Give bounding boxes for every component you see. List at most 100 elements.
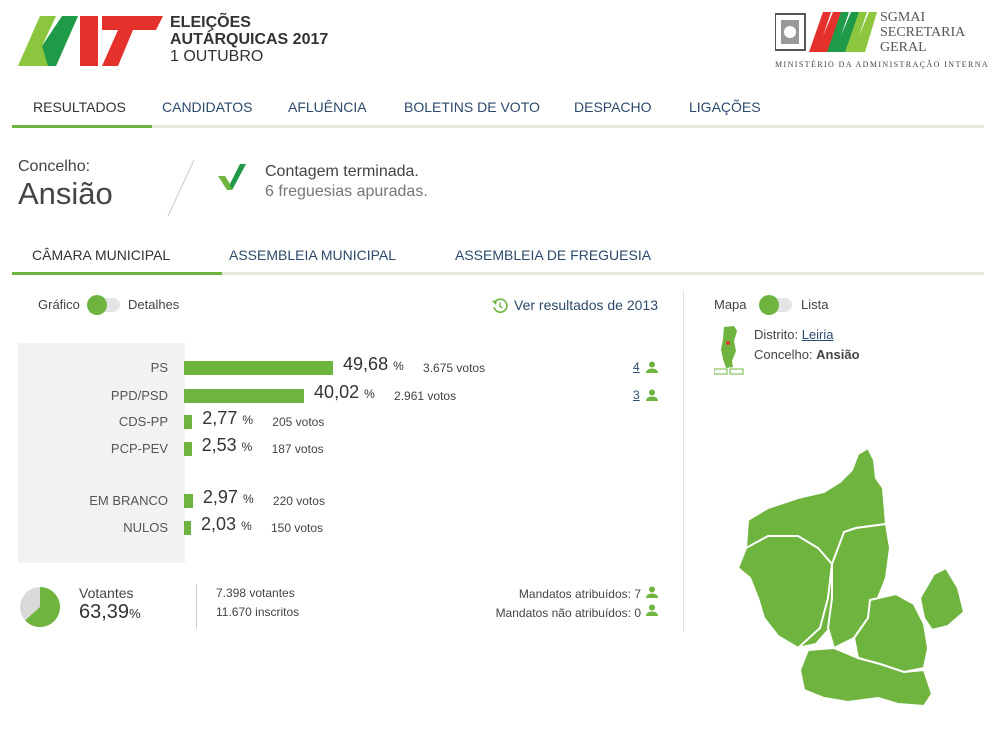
separator-slash xyxy=(167,159,195,217)
percent-unit: % xyxy=(242,413,254,427)
org-line2: SECRETARIA xyxy=(880,25,966,40)
percent-unit: % xyxy=(393,359,404,373)
ministry-name: MINISTÉRIO DA ADMINISTRAÇÃO INTERNA xyxy=(775,60,990,69)
nav-ligacoes[interactable]: LIGAÇÕES xyxy=(689,99,761,115)
result-percent: 2,97 % xyxy=(203,487,254,508)
turnout-value: 63,39% xyxy=(79,601,141,624)
org-line3: GERAL xyxy=(880,40,927,55)
result-percent: 2,77 % xyxy=(202,408,253,429)
person-icon xyxy=(646,586,658,598)
view-toggle[interactable] xyxy=(87,295,120,315)
freguesia-shape xyxy=(918,566,966,632)
result-votes: 2.961 votos xyxy=(394,389,457,403)
concelho-row-label: Concelho: xyxy=(754,347,813,362)
percent-value: 49,68 xyxy=(343,354,389,374)
party-label: CDS-PP xyxy=(118,414,168,429)
percent-value: 2,77 xyxy=(202,408,238,428)
history-icon xyxy=(492,298,508,313)
district-label: Distrito: xyxy=(754,327,799,342)
body-tabs: CÂMARA MUNICIPAL ASSEMBLEIA MUNICIPAL AS… xyxy=(12,241,984,275)
org-line1: SGMAI xyxy=(880,10,926,25)
freguesias-status: 6 freguesias apuradas. xyxy=(265,183,428,200)
concelho-label: Concelho: xyxy=(18,158,91,175)
nav-active-indicator xyxy=(12,125,152,128)
result-bar xyxy=(184,494,193,508)
mandates-assigned: Mandatos atribuídos: 7 xyxy=(518,587,641,601)
mandates-unassigned: Mandatos não atribuídos: 0 xyxy=(495,606,641,620)
party-label: EM BRANCO xyxy=(89,493,168,508)
portugal-map-icon xyxy=(714,326,744,375)
result-bar xyxy=(184,389,305,403)
result-votes: 150 votos xyxy=(271,521,324,535)
freguesia-shape xyxy=(798,646,934,708)
vertical-divider xyxy=(683,290,684,632)
party-label: PCP-PEV xyxy=(110,441,168,456)
percent-unit: % xyxy=(241,440,253,454)
freguesia-shape xyxy=(736,535,834,650)
concelho-row: Concelho: Ansião xyxy=(754,347,860,362)
result-votes: 205 votos xyxy=(272,415,325,429)
nav-despacho[interactable]: DESPACHO xyxy=(574,99,652,115)
result-percent: 2,03 % xyxy=(201,514,252,535)
result-bar xyxy=(184,415,193,429)
map-toggle[interactable] xyxy=(759,295,792,315)
percent-value: 2,53 xyxy=(201,435,237,455)
ae17-logo xyxy=(18,16,163,66)
count-status: Contagem terminada. xyxy=(265,163,419,180)
percent-value: 2,03 xyxy=(201,514,237,534)
turnout-label: Votantes xyxy=(79,585,134,601)
election-title: ELEIÇÕES AUTÁRQUICAS 2017 1 OUTUBRO xyxy=(170,14,328,65)
toggle-detalhes-label: Detalhes xyxy=(128,297,180,312)
inscritos-count: 11.670 inscritos xyxy=(216,605,300,619)
percent-value: 40,02 xyxy=(314,382,360,402)
org-name: SGMAI SECRETARIA GERAL xyxy=(880,10,965,55)
tab-camara-municipal[interactable]: CÂMARA MUNICIPAL xyxy=(32,247,171,263)
result-percent: 2,53 % xyxy=(202,435,253,456)
percent-unit: % xyxy=(241,519,252,533)
title-line3: 1 OUTUBRO xyxy=(170,48,264,65)
percent-unit: % xyxy=(364,387,375,401)
party-label: PPD/PSD xyxy=(110,388,168,403)
district-row: Distrito: Leiria xyxy=(754,327,833,342)
person-icon xyxy=(646,389,658,401)
turnout-pie xyxy=(20,587,60,627)
toggle-mapa-label: Mapa xyxy=(714,297,747,312)
toggle-grafico-label: Gráfico xyxy=(38,297,80,312)
nav-resultados[interactable]: RESULTADOS xyxy=(33,99,126,115)
mandates-link[interactable]: 4 xyxy=(633,360,640,374)
main-nav: RESULTADOS CANDIDATOS AFLUÊNCIA BOLETINS… xyxy=(12,94,984,128)
nav-afluencia[interactable]: AFLUÊNCIA xyxy=(288,99,367,115)
tab-active-indicator xyxy=(12,272,222,275)
sgmai-logo xyxy=(775,12,877,52)
person-icon xyxy=(646,604,658,616)
result-votes: 187 votos xyxy=(271,442,324,456)
result-bar xyxy=(184,361,334,375)
percent-value: 2,97 xyxy=(202,487,238,507)
toggle-lista-label: Lista xyxy=(801,297,829,312)
turnout-unit: % xyxy=(129,606,141,621)
nav-candidatos[interactable]: CANDIDATOS xyxy=(162,99,253,115)
votantes-count: 7.398 votantes xyxy=(216,586,295,600)
district-link[interactable]: Leiria xyxy=(801,327,834,342)
result-bar xyxy=(184,521,191,535)
municipality-map xyxy=(736,448,966,708)
history-link[interactable]: Ver resultados de 2013 xyxy=(514,297,658,313)
concelho-row-value: Ansião xyxy=(816,347,860,362)
tab-assembleia-freguesia[interactable]: ASSEMBLEIA DE FREGUESIA xyxy=(455,247,652,263)
concelho-name: Ansião xyxy=(18,176,113,211)
party-label: NULOS xyxy=(123,520,168,535)
turnout-pct: 63,39 xyxy=(79,601,130,623)
nav-boletins[interactable]: BOLETINS DE VOTO xyxy=(404,99,540,115)
result-bar xyxy=(184,442,192,456)
result-percent: 49,68 % xyxy=(343,354,404,375)
tab-assembleia-municipal[interactable]: ASSEMBLEIA MUNICIPAL xyxy=(229,247,397,263)
party-labels-panel xyxy=(18,343,185,563)
mandates-link[interactable]: 3 xyxy=(633,388,640,402)
turnout-separator xyxy=(196,584,197,628)
title-line1: ELEIÇÕES xyxy=(170,14,251,31)
party-label: PS xyxy=(150,360,168,375)
check-icon xyxy=(218,164,246,190)
result-percent: 40,02 % xyxy=(314,382,375,403)
result-votes: 3.675 votos xyxy=(423,361,486,375)
person-icon xyxy=(646,361,658,373)
